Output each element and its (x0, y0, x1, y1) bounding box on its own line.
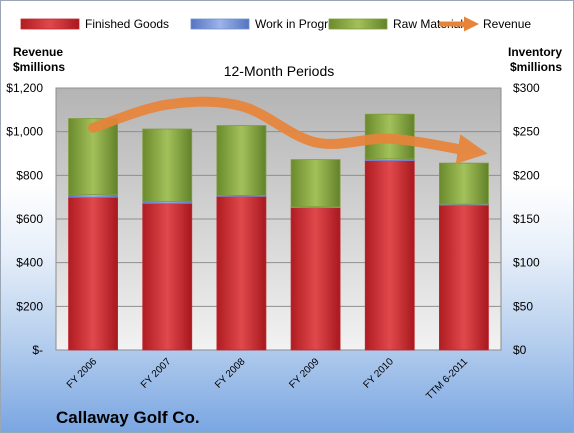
category-label: FY 2010 (361, 356, 396, 391)
right-tick-label: $250 (513, 125, 540, 139)
left-axis-title-line2: $millions (13, 60, 65, 74)
right-tick-label: $100 (513, 256, 540, 270)
left-tick-label: $- (32, 343, 43, 357)
finished-goods-bar (290, 207, 341, 351)
legend-raw-materials-label: Raw Materials (393, 17, 469, 31)
category-label: TTM 6-2011 (424, 356, 470, 402)
raw-materials-bar (216, 125, 267, 196)
category-label: FY 2008 (213, 356, 248, 391)
legend-work-in-progress-swatch (190, 18, 250, 30)
right-tick-label: $50 (513, 299, 533, 313)
left-tick-label: $1,200 (6, 81, 43, 95)
legend-raw-materials-swatch (328, 18, 388, 30)
right-tick-label: $0 (513, 343, 527, 357)
finished-goods-bar (364, 160, 415, 351)
right-axis-title-line2: $millions (510, 60, 562, 74)
finished-goods-bar (439, 204, 489, 351)
raw-materials-bar (439, 162, 489, 205)
left-tick-label: $800 (16, 168, 43, 182)
raw-materials-bar (290, 159, 341, 208)
raw-materials-bar (142, 128, 193, 202)
category-label: FY 2009 (287, 356, 322, 391)
right-tick-label: $300 (513, 81, 540, 95)
left-tick-label: $1,000 (6, 125, 43, 139)
left-tick-label: $400 (16, 256, 43, 270)
finished-goods-bar (142, 202, 193, 351)
finished-goods-bar (68, 196, 118, 351)
legend-finished-goods-swatch (20, 18, 80, 30)
category-label: FY 2006 (65, 356, 100, 391)
legend-finished-goods-label: Finished Goods (85, 17, 169, 31)
company-name: Callaway Golf Co. (56, 408, 200, 427)
revenue-line (88, 96, 488, 164)
legend-work-in-progress-label: Work in Progress (255, 17, 347, 31)
finished-goods-bar (216, 195, 267, 351)
legend-revenue-label: Revenue (483, 17, 531, 31)
right-tick-label: $150 (513, 212, 540, 226)
left-axis-title-line1: Revenue (13, 45, 63, 59)
right-axis-title-line1: Inventory (508, 45, 562, 59)
right-tick-label: $200 (513, 168, 540, 182)
category-label: FY 2007 (139, 356, 174, 391)
left-tick-label: $200 (16, 299, 43, 313)
left-tick-label: $600 (16, 212, 43, 226)
chart-title: 12-Month Periods (224, 63, 335, 79)
